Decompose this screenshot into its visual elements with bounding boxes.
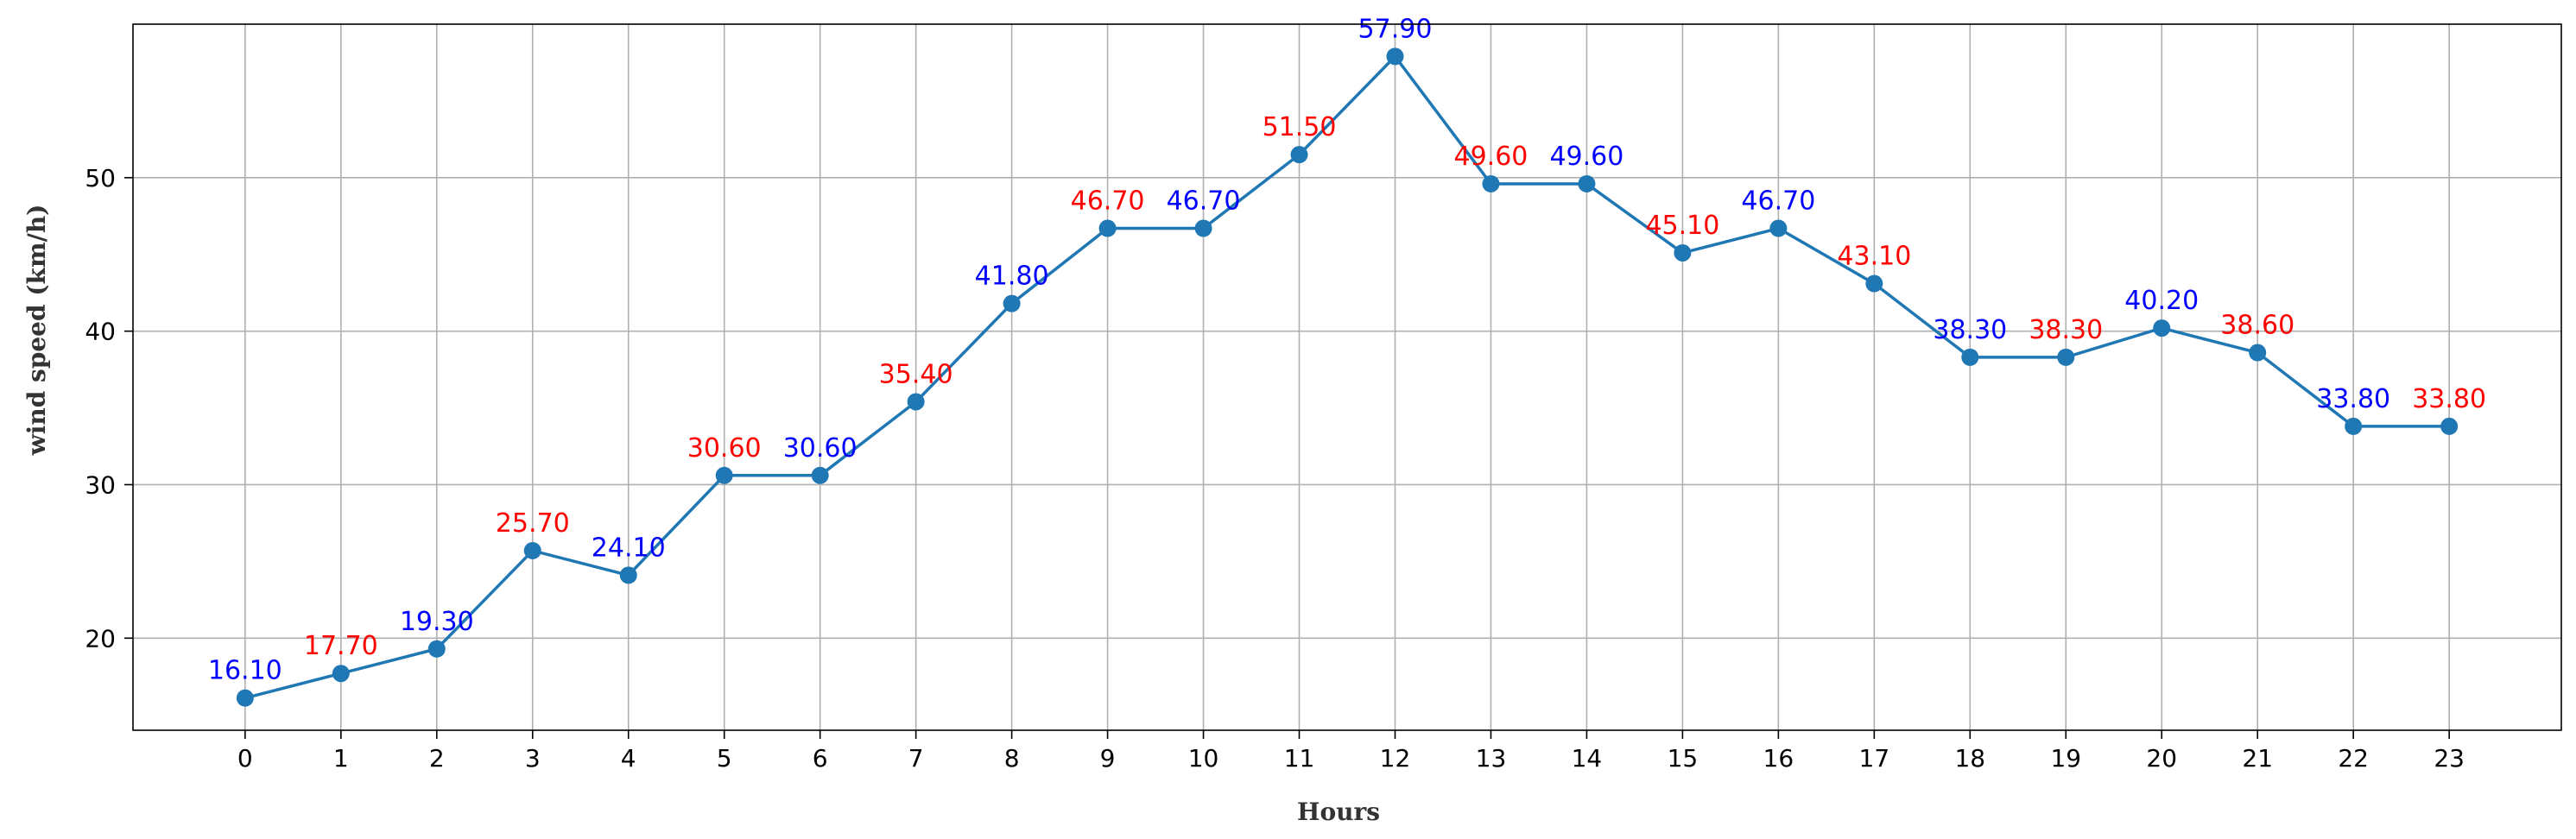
data-label: 41.80 — [975, 262, 1049, 292]
data-label: 35.40 — [879, 359, 953, 389]
data-label: 33.80 — [2316, 384, 2390, 414]
grid — [133, 24, 2561, 730]
y-tick-label: 20 — [85, 624, 116, 653]
data-point — [2153, 319, 2171, 337]
data-label: 49.60 — [1454, 142, 1529, 172]
x-tick-label: 3 — [525, 744, 541, 773]
series-line — [244, 54, 2450, 700]
data-label: 46.70 — [1071, 186, 1145, 217]
data-point — [619, 566, 637, 584]
x-tick-label: 2 — [429, 744, 445, 773]
x-tick-label: 16 — [1763, 744, 1794, 773]
data-label: 38.60 — [2220, 311, 2294, 341]
data-label: 25.70 — [496, 508, 570, 539]
x-axis-ticks: 0 1 2 3 4 5 6 7 8 9 10 11 12 13 14 15 16 17 18 19 20 21 22 23 — [237, 730, 2465, 773]
data-point — [1865, 274, 1883, 293]
data-label: 49.60 — [1549, 142, 1623, 172]
y-tick-label: 40 — [85, 318, 116, 346]
data-point — [1290, 146, 1308, 164]
data-point — [2440, 417, 2459, 435]
data-point — [1674, 243, 1692, 262]
data-labels: 16.10 17.70 19.30 25.70 24.10 30.60 30.60 35.40… — [208, 14, 2486, 685]
y-axis-title: wind speed (km/h) — [22, 205, 51, 457]
x-axis-title: Hours — [1297, 798, 1380, 826]
data-point — [1482, 174, 1500, 192]
x-tick-label: 15 — [1668, 744, 1699, 773]
data-label: 38.30 — [2029, 315, 2103, 345]
data-label: 30.60 — [687, 433, 762, 464]
data-label: 40.20 — [2124, 286, 2199, 316]
data-label: 46.70 — [1167, 186, 1241, 217]
x-tick-label: 7 — [908, 744, 924, 773]
x-tick-label: 4 — [621, 744, 636, 773]
x-tick-label: 9 — [1100, 744, 1116, 773]
data-point — [715, 466, 733, 484]
x-tick-label: 19 — [2050, 744, 2081, 773]
x-tick-label: 8 — [1004, 744, 1020, 773]
x-tick-label: 12 — [1380, 744, 1411, 773]
x-tick-label: 21 — [2242, 744, 2273, 773]
data-point — [2057, 348, 2075, 366]
data-point — [1098, 219, 1117, 237]
data-point — [427, 640, 446, 658]
data-points — [236, 47, 2459, 707]
x-tick-label: 13 — [1476, 744, 1507, 773]
x-tick-label: 22 — [2338, 744, 2369, 773]
x-tick-label: 20 — [2146, 744, 2177, 773]
x-tick-label: 14 — [1572, 744, 1603, 773]
data-point — [1003, 294, 1021, 312]
x-tick-label: 6 — [813, 744, 828, 773]
x-tick-label: 1 — [333, 744, 349, 773]
data-label: 30.60 — [783, 433, 858, 464]
series-line-layer — [244, 54, 2450, 700]
data-point — [523, 541, 541, 559]
data-label: 57.90 — [1358, 14, 1433, 44]
x-tick-label: 23 — [2434, 744, 2465, 773]
y-tick-label: 30 — [85, 470, 116, 499]
data-label: 17.70 — [304, 631, 378, 661]
x-tick-label: 18 — [1954, 744, 1985, 773]
data-label: 19.30 — [400, 607, 474, 637]
data-point — [907, 393, 925, 411]
data-label: 51.50 — [1263, 112, 1337, 142]
data-point — [236, 689, 254, 707]
x-tick-label: 0 — [237, 744, 253, 773]
data-point — [2345, 417, 2363, 435]
data-point — [811, 466, 829, 484]
x-tick-label: 5 — [717, 744, 732, 773]
data-label: 16.10 — [208, 656, 282, 686]
data-label: 45.10 — [1645, 211, 1719, 241]
data-point — [1194, 219, 1212, 237]
data-label: 46.70 — [1741, 186, 1815, 217]
data-label: 38.30 — [1933, 315, 2007, 345]
data-label: 33.80 — [2412, 384, 2486, 414]
x-tick-label: 11 — [1284, 744, 1315, 773]
data-label: 24.10 — [592, 533, 666, 563]
x-tick-label: 17 — [1859, 744, 1890, 773]
data-point — [1769, 219, 1788, 237]
y-tick-label: 50 — [85, 164, 116, 192]
y-axis-ticks: 20 30 40 50 — [85, 164, 133, 653]
plot-frame — [132, 23, 2562, 731]
data-point — [2249, 344, 2267, 362]
x-tick-label: 10 — [1188, 744, 1219, 773]
data-point — [1386, 47, 1404, 66]
data-label: 43.10 — [1837, 242, 1911, 272]
data-point — [1961, 348, 1979, 366]
data-point — [332, 665, 350, 683]
data-point — [1578, 174, 1596, 192]
